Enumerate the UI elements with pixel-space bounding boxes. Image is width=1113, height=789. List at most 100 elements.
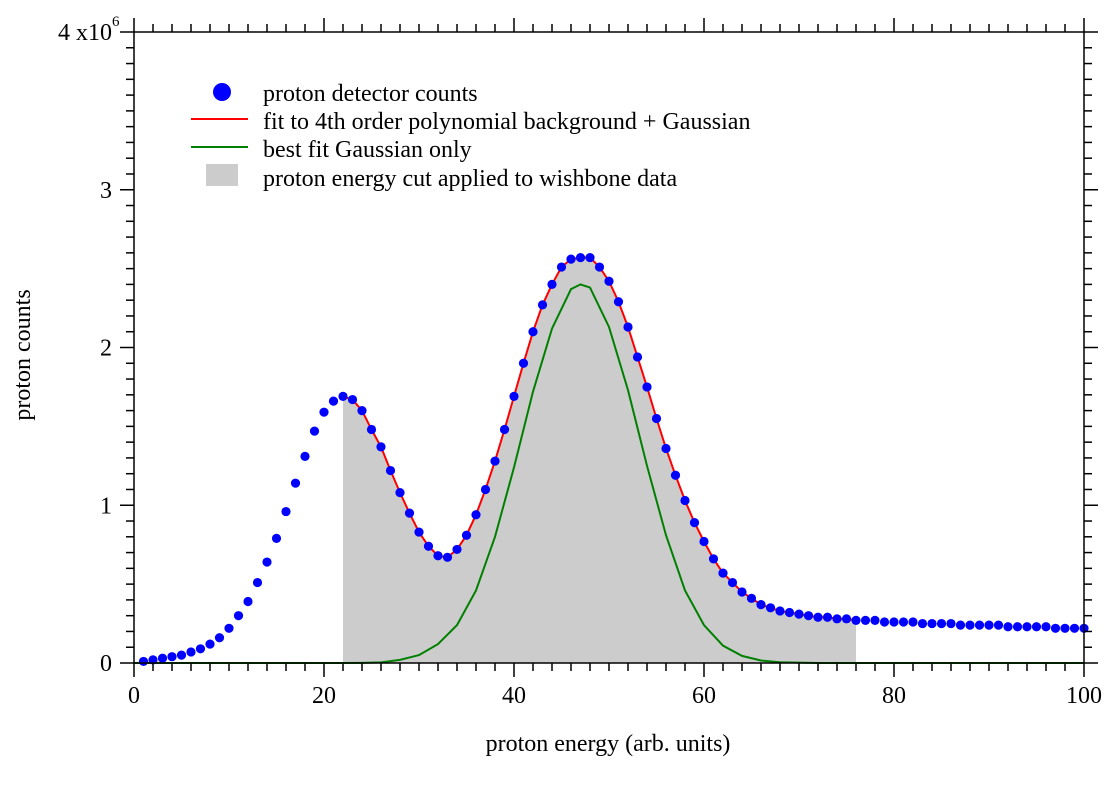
data-point xyxy=(784,607,795,618)
y-tick-label: 2 xyxy=(100,336,112,362)
data-point xyxy=(271,533,282,543)
data-point xyxy=(613,297,624,307)
x-tick-label: 40 xyxy=(502,683,526,709)
data-point xyxy=(642,382,652,392)
data-point xyxy=(927,618,937,629)
x-tick-label: 100 xyxy=(1066,683,1102,709)
legend-label-energy-cut: proton energy cut applied to wishbone da… xyxy=(263,166,677,192)
data-point xyxy=(822,612,833,622)
data-point xyxy=(1003,622,1013,632)
data-point xyxy=(404,508,415,518)
x-tick-label: 20 xyxy=(312,683,336,709)
data-point xyxy=(195,644,206,654)
data-point xyxy=(575,252,586,263)
data-point xyxy=(471,510,481,520)
data-point xyxy=(205,639,215,649)
y-tick-label: 4 x10 xyxy=(58,20,112,46)
x-tick-label: 60 xyxy=(692,683,716,709)
data-point xyxy=(347,394,358,405)
data-point xyxy=(423,541,434,551)
data-point xyxy=(252,577,263,588)
data-point xyxy=(224,623,234,633)
data-point xyxy=(946,618,956,629)
data-point xyxy=(974,620,985,630)
data-point xyxy=(243,596,253,607)
data-point xyxy=(1012,622,1023,632)
legend-marker-detector-counts xyxy=(213,83,231,101)
data-point xyxy=(955,620,966,630)
data-point xyxy=(148,655,158,665)
data-point xyxy=(233,611,244,621)
data-point xyxy=(167,652,177,662)
data-point xyxy=(993,620,1004,630)
data-point xyxy=(319,407,329,417)
data-point xyxy=(176,650,187,660)
data-point xyxy=(1031,622,1042,632)
data-point xyxy=(908,617,918,627)
legend-label-polynomial-fit: fit to 4th order polynomial background +… xyxy=(263,109,750,135)
data-point xyxy=(452,544,462,555)
data-point xyxy=(718,568,728,578)
data-point xyxy=(509,391,519,402)
data-point xyxy=(917,618,928,629)
data-point xyxy=(585,252,595,263)
data-point xyxy=(1069,623,1080,633)
data-point xyxy=(737,587,747,597)
data-point xyxy=(1041,622,1051,632)
energy-cut-band-area xyxy=(343,257,856,663)
data-point xyxy=(813,612,823,622)
data-point xyxy=(765,603,776,613)
data-point xyxy=(214,633,225,643)
data-point xyxy=(746,593,757,603)
data-point xyxy=(300,451,310,461)
data-point xyxy=(138,656,149,667)
detector-count-points xyxy=(138,252,1089,667)
data-point xyxy=(499,424,510,435)
data-point xyxy=(461,530,472,540)
data-point xyxy=(661,443,671,454)
data-point xyxy=(889,617,899,627)
data-point xyxy=(965,620,975,630)
x-axis-title: proton energy (arb. units) xyxy=(486,731,731,757)
data-point xyxy=(756,600,766,610)
data-point xyxy=(309,426,320,436)
data-point xyxy=(651,413,662,424)
y-tick-label: 0 xyxy=(100,651,112,677)
data-point xyxy=(832,614,842,624)
data-point xyxy=(547,279,557,289)
data-point xyxy=(395,488,405,498)
data-point xyxy=(490,456,500,466)
data-point xyxy=(528,327,538,337)
data-point xyxy=(670,470,681,480)
data-point xyxy=(604,276,614,286)
energy-cut-band xyxy=(343,257,856,663)
data-point xyxy=(262,557,272,567)
data-point xyxy=(794,609,804,619)
y-tick-exponent: 6 xyxy=(112,14,120,30)
tick-labels: 0 20 40 60 80 100 0 1 2 3 4 x10 6 xyxy=(58,14,1102,709)
y-tick-label: 3 xyxy=(100,178,112,204)
data-point xyxy=(518,358,529,368)
data-point xyxy=(414,527,424,537)
data-point xyxy=(879,617,890,627)
y-axis-title: proton counts xyxy=(10,289,36,420)
data-point xyxy=(936,618,947,629)
data-point xyxy=(566,254,576,264)
data-point xyxy=(632,352,643,362)
data-point xyxy=(775,606,785,616)
data-point xyxy=(281,506,291,517)
data-point xyxy=(851,615,861,626)
axis-ticks xyxy=(120,18,1098,677)
data-point xyxy=(699,536,709,547)
data-point xyxy=(366,424,377,435)
data-point xyxy=(537,300,548,310)
legend-label-detector-counts: proton detector counts xyxy=(263,81,478,107)
y-tick-label: 1 xyxy=(100,493,112,519)
data-point xyxy=(480,484,491,495)
data-point xyxy=(328,396,339,406)
data-point xyxy=(556,262,567,272)
data-point xyxy=(1050,623,1061,633)
data-point xyxy=(689,518,700,528)
data-point xyxy=(594,262,605,272)
